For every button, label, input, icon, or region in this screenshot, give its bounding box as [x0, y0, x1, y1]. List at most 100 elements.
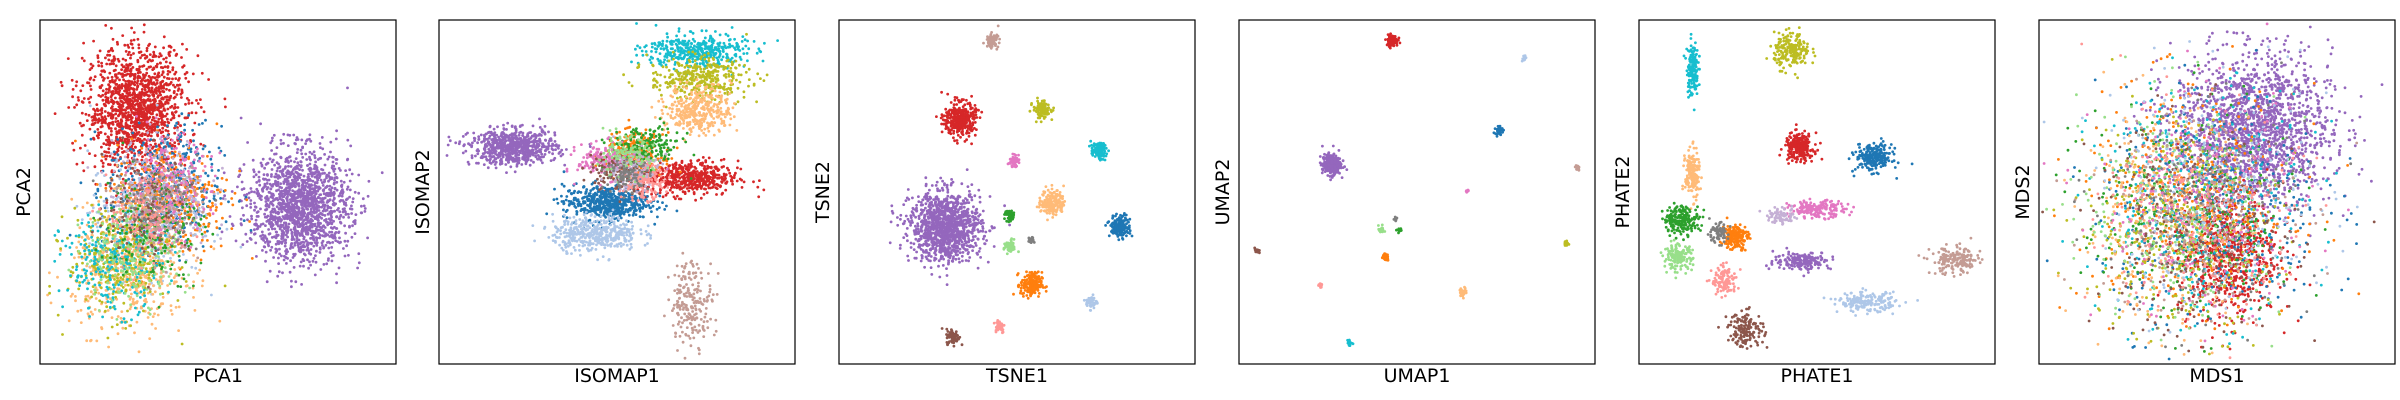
scatter-point	[296, 223, 299, 226]
scatter-point	[173, 90, 176, 93]
scatter-point	[142, 128, 145, 131]
scatter-point	[285, 262, 288, 265]
scatter-point	[282, 169, 285, 172]
scatter-point	[133, 76, 136, 79]
scatter-point	[346, 139, 349, 142]
scatter-point	[249, 203, 252, 206]
scatter-point	[322, 247, 325, 250]
scatter-point	[264, 196, 267, 199]
scatter-point	[302, 249, 305, 252]
scatter-point	[199, 227, 202, 230]
scatter-point	[123, 109, 126, 112]
scatter-point	[255, 188, 258, 191]
scatter-point	[88, 242, 91, 245]
scatter-point	[321, 244, 324, 247]
scatter-point	[105, 219, 108, 222]
scatter-point	[96, 188, 99, 191]
scatter-point	[331, 156, 334, 159]
scatter-point	[333, 210, 336, 213]
scatter-point	[198, 230, 201, 233]
scatter-point	[248, 197, 251, 200]
scatter-point	[301, 181, 304, 184]
scatter-point	[213, 247, 216, 250]
scatter-point	[338, 217, 341, 220]
scatter-point	[286, 198, 289, 201]
scatter-point	[131, 43, 134, 46]
scatter-point	[285, 175, 288, 178]
scatter-point	[243, 163, 246, 166]
scatter-point	[307, 216, 310, 219]
scatter-point	[110, 91, 113, 94]
scatter-point	[326, 209, 329, 212]
scatter-point	[273, 134, 276, 137]
scatter-point	[89, 85, 92, 88]
scatter-point	[330, 176, 333, 179]
scatter-point	[109, 85, 112, 88]
scatter-point	[148, 87, 151, 90]
scatter-point	[153, 72, 156, 75]
scatter-point	[312, 245, 315, 248]
scatter-point	[198, 157, 201, 160]
scatter-point	[73, 106, 76, 109]
scatter-point	[200, 259, 203, 262]
scatter-point	[257, 215, 260, 218]
scatter-point	[295, 139, 298, 142]
scatter-point	[142, 85, 145, 88]
scatter-point	[95, 340, 98, 343]
scatter-point	[94, 165, 97, 168]
scatter-point	[312, 260, 315, 263]
scatter-point	[71, 79, 74, 82]
scatter-point	[319, 251, 322, 254]
scatter-point	[309, 179, 312, 182]
scatter-point	[119, 157, 122, 160]
scatter-point	[335, 281, 338, 284]
scatter-point	[279, 220, 282, 223]
scatter-point	[141, 79, 144, 82]
scatter-point	[223, 194, 226, 197]
scatter-point	[194, 267, 197, 270]
scatter-point	[318, 194, 321, 197]
scatter-point	[137, 97, 140, 100]
scatter-point	[263, 245, 266, 248]
scatter-point	[287, 190, 290, 193]
scatter-point	[249, 237, 252, 240]
scatter-point	[208, 151, 211, 154]
scatter-point	[311, 230, 314, 233]
scatter-point	[173, 97, 176, 100]
scatter-point	[342, 190, 345, 193]
scatter-point	[339, 200, 342, 203]
scatter-point	[240, 246, 243, 249]
scatter-point	[144, 88, 147, 91]
scatter-point	[318, 206, 321, 209]
scatter-point	[169, 272, 172, 275]
scatter-point	[291, 179, 294, 182]
scatter-point	[134, 128, 137, 131]
scatter-point	[322, 184, 325, 187]
scatter-point	[289, 155, 292, 158]
scatter-point	[276, 275, 279, 278]
scatter-point	[184, 103, 187, 106]
scatter-point	[160, 123, 163, 126]
scatter-point	[102, 79, 105, 82]
scatter-point	[292, 173, 295, 176]
scatter-point	[172, 84, 175, 87]
scatter-point	[347, 216, 350, 219]
scatter-point	[115, 83, 118, 86]
scatter-point	[335, 162, 338, 165]
scatter-point	[149, 100, 152, 103]
scatter-point	[306, 208, 309, 211]
scatter-point	[258, 176, 261, 179]
scatter-point	[141, 82, 144, 85]
scatter-point	[279, 206, 282, 209]
scatter-point	[109, 81, 112, 84]
scatter-point	[145, 276, 148, 279]
scatter-point	[261, 190, 264, 193]
scatter-point	[151, 59, 154, 62]
scatter-point	[240, 224, 243, 227]
scatter-point	[281, 271, 284, 274]
scatter-point	[104, 133, 107, 136]
scatter-point	[293, 254, 296, 257]
scatter-point	[327, 194, 330, 197]
scatter-point	[85, 339, 88, 342]
scatter-point	[336, 158, 339, 161]
